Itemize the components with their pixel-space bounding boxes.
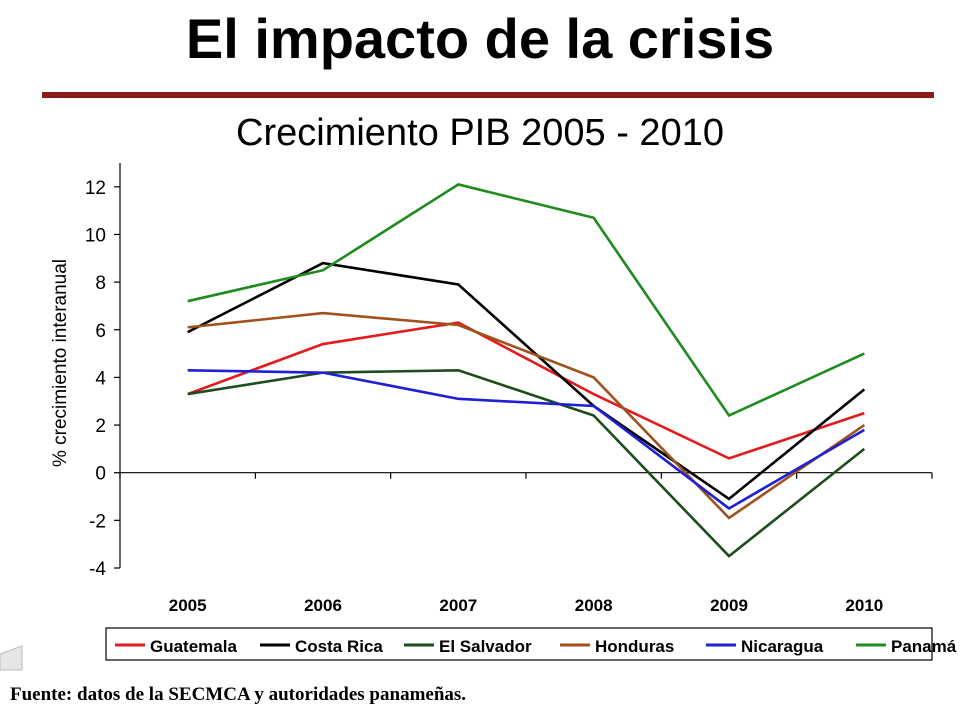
x-tick-label: 2006 — [304, 596, 342, 615]
legend-label-guatemala: Guatemala — [150, 637, 237, 656]
legend-label-panama: Panamá — [891, 637, 957, 656]
y-tick-label: 2 — [95, 416, 106, 437]
y-tick-label: 4 — [95, 368, 106, 389]
y-axis-label: % crecimiento interanual — [50, 259, 71, 467]
series-line-panama — [187, 183, 865, 418]
legend-label-honduras: Honduras — [595, 637, 674, 656]
series-line-guatemala — [187, 321, 865, 460]
legend-label-costa-rica: Costa Rica — [295, 637, 383, 656]
x-tick-label: 2010 — [845, 596, 883, 615]
legend-label-el-salvador: El Salvador — [439, 637, 532, 656]
y-tick-label: 8 — [95, 273, 106, 294]
y-tick-label: 10 — [85, 225, 106, 246]
series-line-nicaragua — [187, 368, 865, 510]
y-tick-label: -4 — [89, 559, 106, 580]
legend-box — [105, 627, 933, 661]
slide-title: El impacto de la crisis — [185, 7, 775, 70]
x-tick-label: 2009 — [710, 596, 748, 615]
y-tick-label: 0 — [95, 464, 106, 485]
x-tick-label: 2005 — [169, 596, 207, 615]
y-tick-label: 6 — [95, 321, 106, 342]
x-tick-label: 2007 — [439, 596, 477, 615]
x-tick-label: 2008 — [575, 596, 613, 615]
series-line-honduras — [187, 311, 866, 520]
corner-decoration — [0, 640, 24, 674]
source-note: Fuente: datos de la SECMCA y autoridades… — [10, 684, 467, 705]
legend-label-nicaragua: Nicaragua — [741, 637, 824, 656]
series-line-costa-rica — [187, 261, 866, 501]
chart-title: Crecimiento PIB 2005 - 2010 — [236, 112, 724, 154]
series-line-el-salvador — [187, 368, 866, 558]
y-tick-label: 12 — [85, 178, 106, 199]
title-rule — [42, 92, 934, 98]
y-tick-label: -2 — [89, 511, 106, 532]
